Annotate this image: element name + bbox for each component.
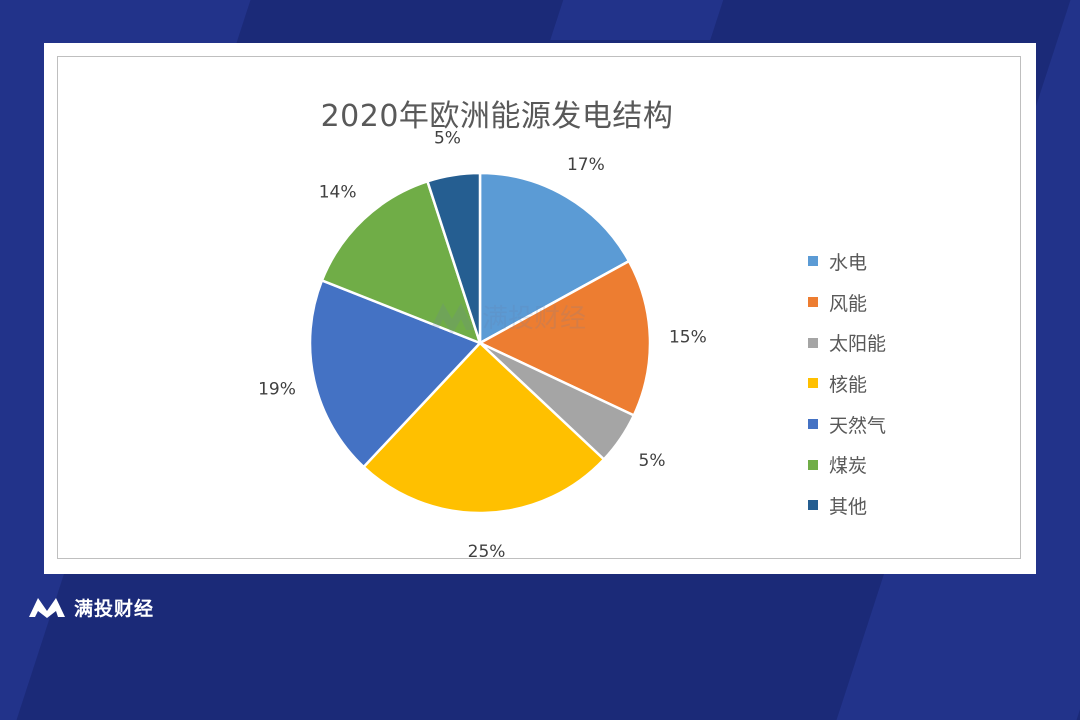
legend-item-4: 核能 bbox=[808, 363, 886, 404]
pie-chart: 满投财经 17% 15% 5% 25% 19% 14% 5% bbox=[258, 129, 707, 560]
legend-label-6: 煤炭 bbox=[829, 455, 868, 478]
pie-slice-2 bbox=[477, 259, 652, 418]
brand-name: 满投财经 bbox=[74, 597, 155, 620]
legend-swatch-1 bbox=[808, 256, 818, 267]
percent-label-6: 14% bbox=[319, 182, 357, 202]
legend-swatch-5 bbox=[808, 419, 818, 430]
chart-card: 2020年欧洲能源发电结构 满投财经 17% 15% 5% 25% 19% 14% 5% 水… bbox=[44, 43, 1036, 574]
legend-swatch-3 bbox=[808, 337, 818, 348]
legend-label-1: 水电 bbox=[829, 251, 868, 274]
legend-label-7: 其他 bbox=[829, 495, 868, 518]
legend-item-5: 天然气 bbox=[808, 404, 886, 445]
legend-label-3: 太阳能 bbox=[829, 333, 887, 356]
background-stripe-top bbox=[550, 0, 730, 40]
brand-logo-icon bbox=[29, 598, 65, 618]
chart-frame: 2020年欧洲能源发电结构 满投财经 17% 15% 5% 25% 19% 14% 5% 水… bbox=[57, 56, 1021, 560]
percent-label-1: 17% bbox=[567, 155, 605, 175]
legend-label-5: 天然气 bbox=[829, 414, 887, 437]
percent-label-2: 15% bbox=[669, 327, 707, 347]
percent-label-7: 5% bbox=[434, 129, 461, 149]
legend-swatch-4 bbox=[808, 378, 818, 389]
pie-slices bbox=[308, 171, 652, 515]
legend-label-4: 核能 bbox=[829, 373, 868, 396]
percent-label-4: 25% bbox=[468, 542, 506, 560]
legend-swatch-6 bbox=[808, 459, 818, 470]
watermark: 满投财经 bbox=[430, 303, 586, 335]
legend-label-2: 风能 bbox=[829, 292, 868, 315]
pie-slice-4 bbox=[361, 341, 606, 515]
pie-slice-1 bbox=[478, 171, 631, 346]
footer-brand: 满投财经 bbox=[28, 593, 154, 621]
pie-slice-7 bbox=[425, 171, 482, 344]
legend-swatch-2 bbox=[808, 297, 818, 308]
chart-title: 2020年欧洲能源发电结构 bbox=[320, 99, 674, 134]
legend: 水电风能太阳能核能天然气煤炭其他 bbox=[808, 241, 886, 526]
legend-item-3: 太阳能 bbox=[808, 322, 886, 363]
percent-label-5: 19% bbox=[258, 379, 296, 399]
watermark-text: 满投财经 bbox=[482, 304, 586, 334]
watermark-logo-icon bbox=[430, 303, 474, 335]
legend-item-7: 其他 bbox=[808, 485, 886, 526]
percent-labels: 17% 15% 5% 25% 19% 14% 5% bbox=[258, 129, 707, 560]
legend-item-6: 煤炭 bbox=[808, 444, 886, 485]
legend-swatch-7 bbox=[808, 500, 818, 511]
legend-item-2: 风能 bbox=[808, 282, 886, 323]
legend-item-1: 水电 bbox=[808, 241, 886, 282]
percent-label-3: 5% bbox=[639, 451, 666, 471]
